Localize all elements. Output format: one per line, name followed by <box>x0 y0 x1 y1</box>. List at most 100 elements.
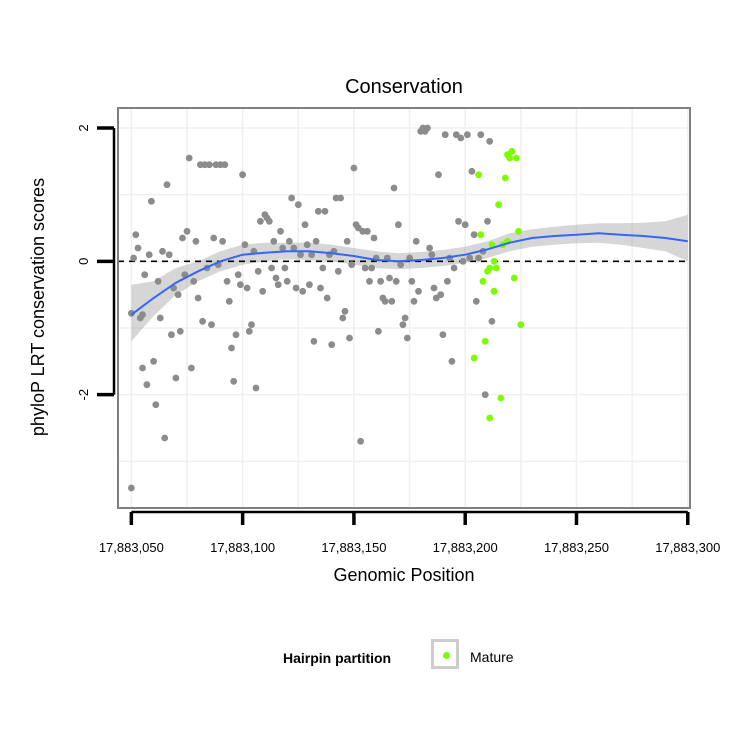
x-tick-label: 17,883,100 <box>210 540 275 555</box>
data-point <box>348 261 356 269</box>
data-point <box>339 314 347 322</box>
data-point <box>237 281 244 289</box>
data-point <box>210 234 218 242</box>
data-point <box>272 274 280 282</box>
data-point <box>426 244 433 252</box>
chart-title: Conservation <box>345 76 463 98</box>
data-point <box>168 331 175 339</box>
data-point <box>281 264 289 272</box>
data-point <box>488 317 496 325</box>
data-point <box>441 131 449 139</box>
data-point <box>314 207 322 215</box>
data-point <box>410 297 418 305</box>
y-tick-label: 0 <box>76 258 91 265</box>
data-point <box>130 254 138 262</box>
data-point-mature <box>477 231 485 239</box>
data-point <box>435 171 442 179</box>
x-tick-label: 17,883,200 <box>433 540 498 555</box>
data-point <box>141 271 149 279</box>
data-point <box>172 374 180 382</box>
data-point <box>183 227 191 235</box>
points-mature <box>470 147 525 422</box>
data-point <box>321 207 329 215</box>
data-point <box>408 277 416 285</box>
data-point <box>439 331 447 339</box>
data-point <box>484 217 491 225</box>
data-point <box>430 284 438 292</box>
x-axis-label: Genomic Position <box>333 565 474 585</box>
data-point <box>277 227 284 235</box>
data-point <box>299 287 307 295</box>
data-point-mature <box>475 171 482 179</box>
data-point <box>403 334 411 342</box>
data-point-mature <box>479 277 487 285</box>
data-point <box>424 124 431 132</box>
data-point <box>232 331 240 339</box>
data-point <box>274 281 282 289</box>
data-point <box>139 311 146 319</box>
data-point <box>145 251 153 259</box>
y-axis-label: phyloP LRT conservation scores <box>28 178 48 436</box>
data-point <box>176 327 184 335</box>
data-point <box>159 247 166 255</box>
data-point <box>444 277 451 285</box>
data-point <box>390 184 398 192</box>
legend: Hairpin partition Mature <box>0 636 750 680</box>
data-point <box>245 327 253 335</box>
data-point <box>375 327 382 335</box>
data-point <box>346 334 353 342</box>
data-point <box>312 237 320 245</box>
data-point <box>310 337 318 345</box>
data-point <box>290 244 298 252</box>
legend-key-mature <box>431 639 459 669</box>
data-point <box>143 381 151 389</box>
data-point <box>459 257 467 265</box>
data-point <box>223 277 231 285</box>
x-axis: 17,883,050 17,883,100 17,883,150 17,883,200… <box>99 510 720 555</box>
data-point <box>188 364 195 372</box>
data-point <box>337 194 344 202</box>
data-point-mature <box>513 154 520 162</box>
data-point <box>334 267 342 275</box>
legend-mature-dot-icon <box>443 652 450 659</box>
plot-panel-border <box>117 107 691 509</box>
data-point <box>308 251 315 259</box>
data-point-mature <box>486 414 494 422</box>
data-point <box>386 274 393 282</box>
data-point-mature <box>488 241 496 249</box>
data-point <box>248 321 255 329</box>
data-point <box>437 291 445 299</box>
data-point <box>368 264 376 272</box>
data-point <box>377 277 384 285</box>
y-axis: 2 0 -2 <box>76 124 116 401</box>
smooth-fit-line <box>130 232 688 316</box>
data-point-mature <box>481 337 489 345</box>
data-point <box>127 484 135 492</box>
data-point <box>450 264 458 272</box>
data-point <box>239 171 247 179</box>
data-point <box>363 227 371 235</box>
smooth-confidence-band <box>131 214 688 342</box>
data-point <box>150 357 158 365</box>
data-point <box>165 251 173 259</box>
data-point <box>221 161 229 169</box>
data-point <box>205 161 213 169</box>
chart-gridlines <box>118 108 690 508</box>
data-point <box>412 237 420 245</box>
data-point <box>292 284 300 292</box>
data-point-mature <box>517 321 525 329</box>
data-point <box>470 231 478 239</box>
data-point-mature <box>510 274 518 282</box>
data-point <box>366 277 373 285</box>
y-tick-label: -2 <box>76 389 91 401</box>
data-point <box>241 241 249 249</box>
data-point <box>468 167 476 175</box>
data-point <box>401 314 409 322</box>
data-point <box>283 277 291 285</box>
data-point <box>357 437 364 445</box>
data-point-mature <box>490 257 498 265</box>
data-point <box>161 434 169 442</box>
data-point <box>270 237 278 245</box>
data-point <box>127 309 135 317</box>
